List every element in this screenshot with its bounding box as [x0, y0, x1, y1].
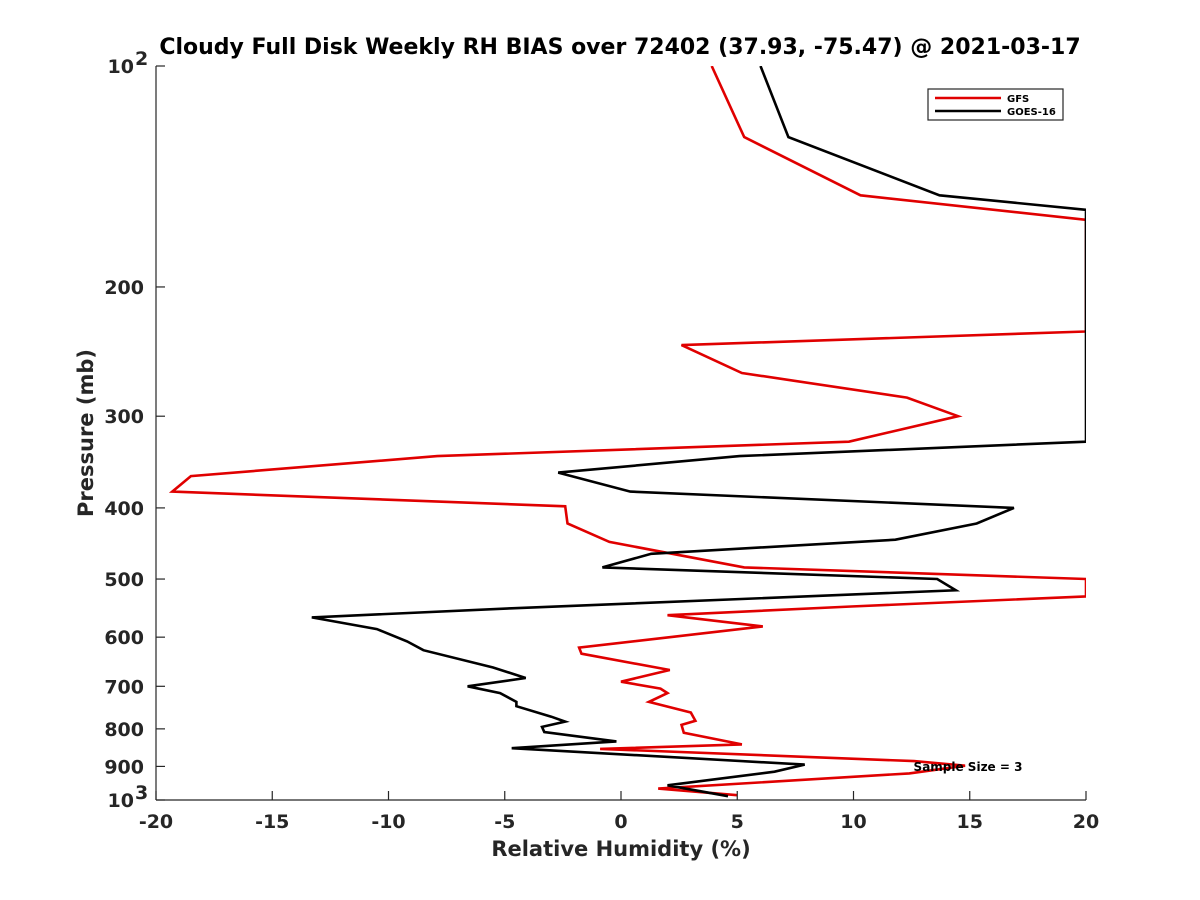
legend-label: GOES-16 — [1007, 107, 1056, 118]
x-axis-title: Relative Humidity (%) — [491, 837, 750, 861]
x-tick-label: -5 — [494, 811, 515, 833]
series-line-goes-16 — [311, 66, 1086, 798]
chart-title: Cloudy Full Disk Weekly RH BIAS over 724… — [159, 35, 1080, 60]
y-tick-label: 700 — [104, 676, 144, 698]
y-tick-label: 10 — [108, 790, 134, 812]
y-tick-label: 800 — [104, 719, 144, 741]
x-tick-label: -15 — [255, 811, 289, 833]
plot-area — [155, 66, 1086, 801]
y-axis-title: Pressure (mb) — [74, 349, 98, 517]
series-line-gfs — [168, 66, 1086, 797]
y-tick-label: 10 — [108, 56, 134, 78]
y-tick-label: 200 — [104, 277, 144, 299]
y-tick-label: 400 — [104, 498, 144, 520]
x-tick-label: 15 — [957, 811, 983, 833]
x-axis: -20 -15 -10 -5 0 5 10 15 20 — [139, 791, 1099, 833]
x-tick-label: -20 — [139, 811, 173, 833]
y-tick-label: 300 — [104, 406, 144, 428]
y-tick-exponent: 3 — [135, 782, 148, 804]
x-tick-label: 10 — [840, 811, 866, 833]
legend: GFS GOES-16 — [927, 88, 1064, 121]
legend-label: GFS — [1007, 94, 1029, 105]
y-tick-label: 900 — [104, 756, 144, 778]
y-tick-label: 500 — [104, 569, 144, 591]
y-tick-label: 600 — [104, 627, 144, 649]
x-tick-label: 5 — [731, 811, 744, 833]
x-tick-label: 20 — [1073, 811, 1099, 833]
x-tick-label: 0 — [614, 811, 627, 833]
sample-size-annotation: Sample Size = 3 — [914, 760, 1023, 774]
legend-box — [927, 88, 1064, 121]
x-tick-label: -10 — [371, 811, 405, 833]
y-tick-exponent: 2 — [135, 48, 148, 70]
